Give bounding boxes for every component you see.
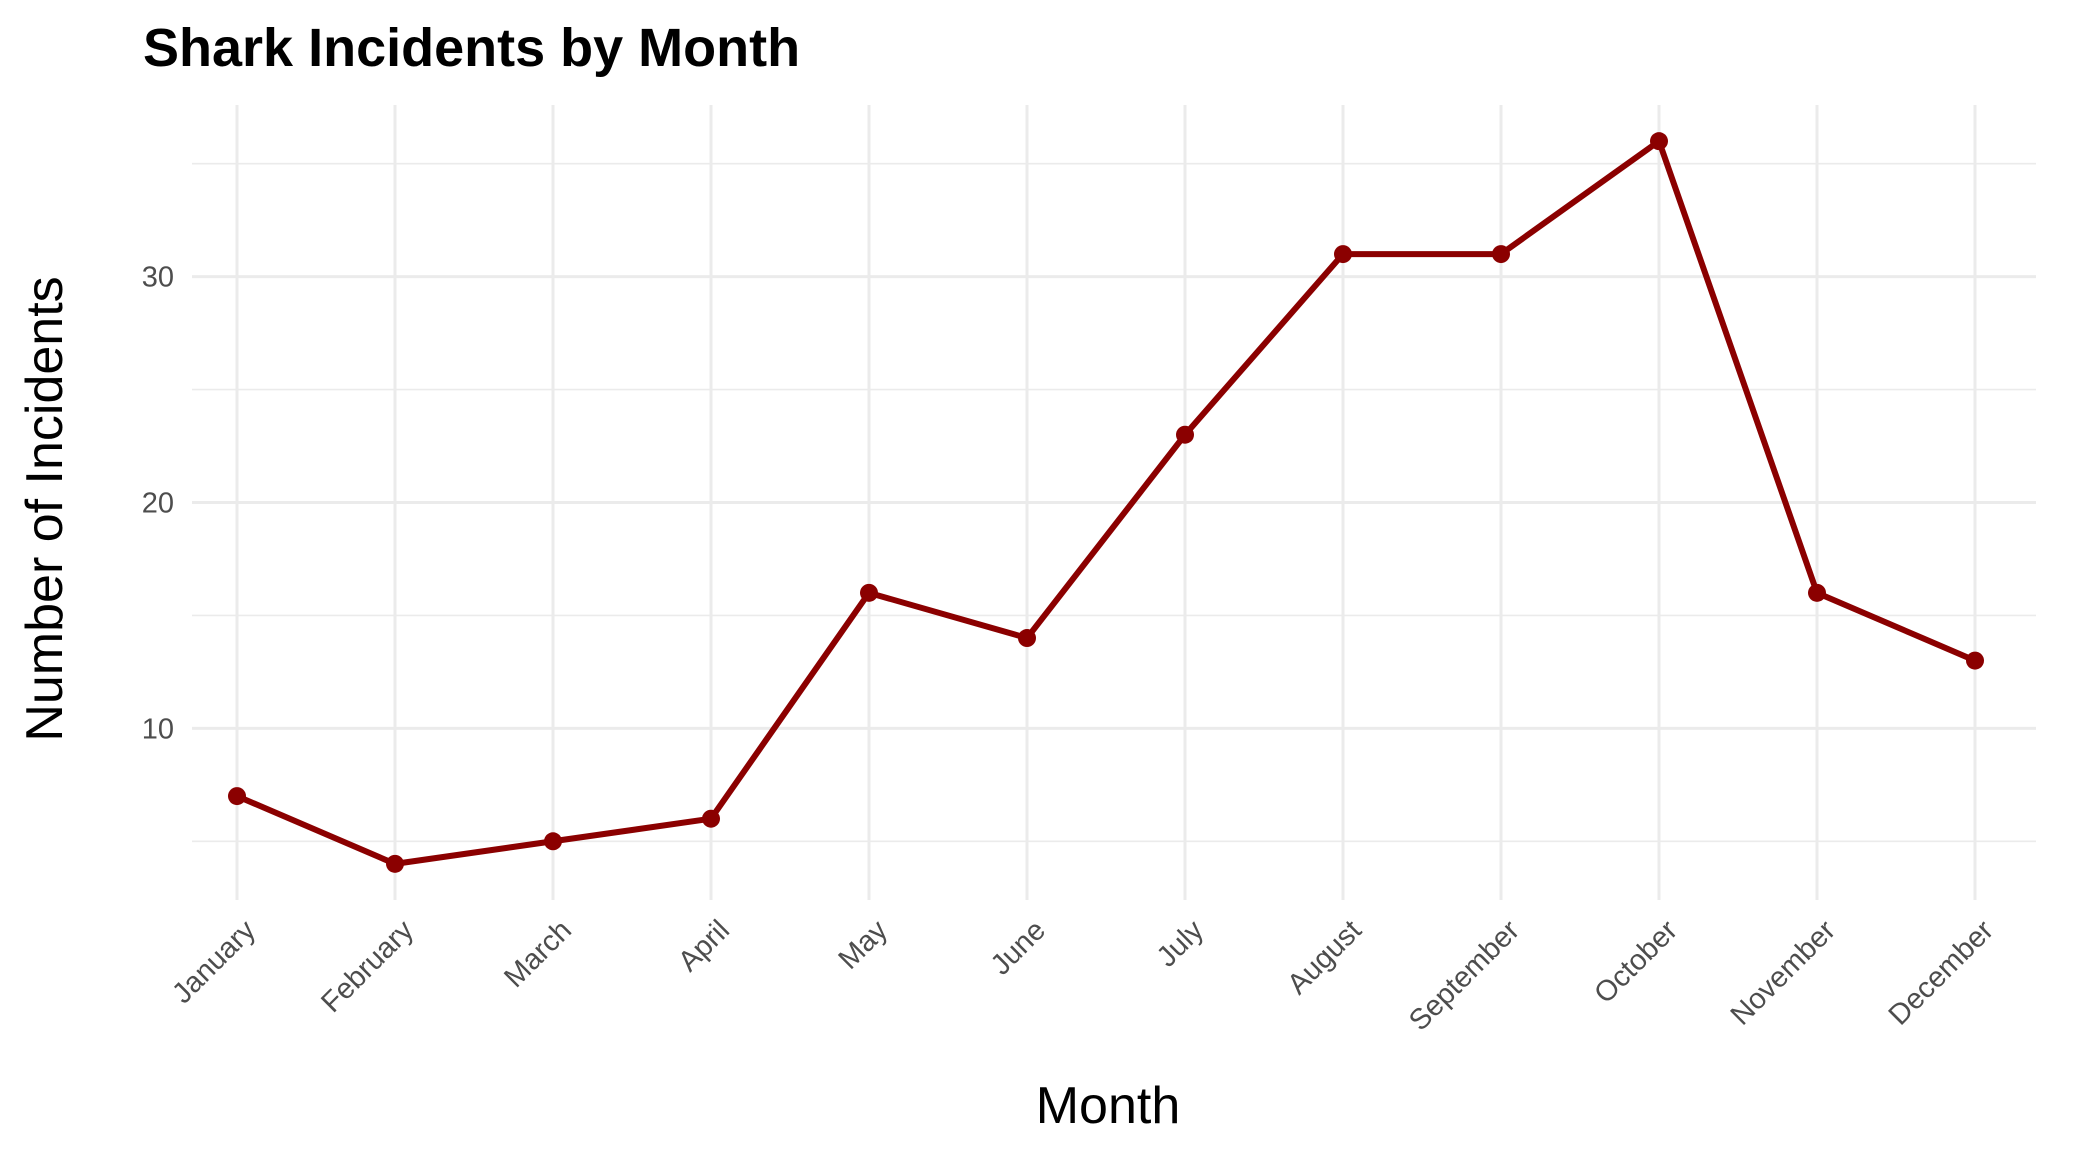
y-axis-title: Number of Incidents (16, 276, 74, 741)
data-point (1492, 245, 1510, 264)
x-tick-labels: January February March April May June July Augu… (166, 914, 2000, 1037)
grid (192, 105, 2036, 900)
data-point (386, 854, 404, 873)
x-tick-label: April (672, 914, 736, 978)
data-point (544, 832, 562, 851)
x-tick-label: December (1883, 914, 2000, 1031)
y-tick-label: 10 (142, 713, 174, 745)
x-tick-label: March (498, 914, 578, 994)
data-point (702, 809, 720, 828)
series-line (234, 138, 1978, 867)
x-tick-label: May (833, 914, 895, 976)
data-point (860, 583, 878, 602)
series (228, 132, 1984, 873)
data-point (1018, 629, 1036, 648)
data-point (1966, 651, 1984, 670)
x-tick-label: November (1725, 914, 1842, 1031)
y-tick-label: 30 (142, 262, 174, 294)
x-tick-label: September (1403, 914, 1526, 1037)
x-tick-label: February (315, 914, 420, 1019)
data-point (228, 787, 246, 806)
chart-title: Shark Incidents by Month (143, 18, 800, 78)
x-tick-label: January (166, 914, 262, 1010)
x-axis-title: Month (1036, 1077, 1181, 1135)
y-tick-labels: 10 20 30 (142, 262, 174, 746)
x-tick-label: October (1588, 914, 1684, 1010)
data-point (1176, 425, 1194, 444)
x-tick-label: August (1281, 914, 1367, 1000)
x-tick-label: July (1151, 914, 1210, 973)
data-point (1650, 132, 1668, 151)
data-point (1808, 583, 1826, 602)
x-tick-label: June (985, 914, 1052, 981)
y-tick-label: 20 (142, 488, 174, 520)
data-point (1334, 245, 1352, 264)
